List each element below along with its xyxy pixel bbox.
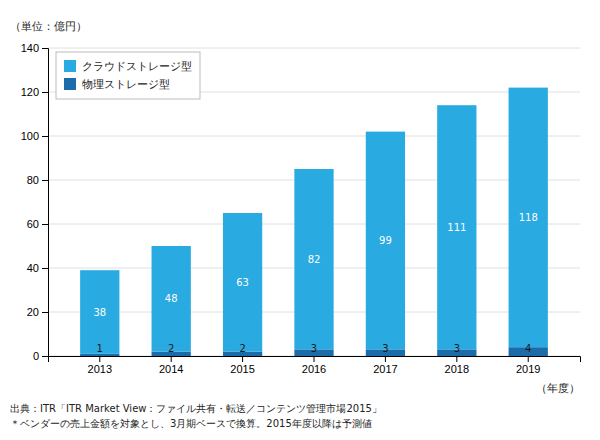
tick-mark [99,356,100,362]
tick: 80 [27,174,48,186]
grid-line [48,136,580,137]
bar [437,105,476,349]
tick-label: 2015 [230,363,254,375]
y-axis-label: （単位：億円） [10,20,87,33]
tick-label: 2016 [302,363,326,375]
tick-mark [242,356,243,362]
tick: 2019 [516,356,540,375]
grid [48,48,580,356]
tick-label: 0 [33,350,39,362]
tick-label: 2014 [159,363,183,375]
bar [223,213,262,352]
bar [509,88,548,348]
tick-mark [42,180,48,181]
data-label: 38 [93,307,106,318]
data-labels: 1 2 2 3 3 3 4 38 48 63 82 99 111 118 [93,212,537,354]
tick: 2016 [302,356,326,375]
tick: 60 [27,218,48,230]
data-label: 3 [311,343,317,354]
tick-mark [171,356,172,362]
data-label: 1 [97,343,103,354]
tick-label: 2017 [373,363,397,375]
x-axis: 2013 2014 2015 2016 2017 2018 2019 [49,356,581,375]
grid-line [48,48,580,49]
bar [366,132,405,350]
legend-item: 物理ストレージ型 [64,78,170,91]
tick-mark [42,224,48,225]
tick: 20 [27,306,48,318]
tick-mark [314,356,315,362]
legend-label: 物理ストレージ型 [82,78,170,91]
bars [80,88,548,356]
data-label: 48 [165,293,178,304]
tick-mark [385,356,386,362]
chart: 1 2 2 3 3 3 4 38 48 63 82 99 111 118 0 20 40 60 80 100 120 14… [0,0,600,440]
tick-label: 2019 [516,363,540,375]
data-label: 63 [236,277,249,288]
tick: 2015 [230,356,254,375]
tick: 2013 [88,356,112,375]
tick-mark [42,312,48,313]
legend-box [56,52,200,99]
tick: 40 [27,262,48,274]
tick-label: 60 [27,218,39,230]
x-axis-label: （年度） [536,382,580,395]
data-label: 118 [519,212,538,223]
y-axis: 0 20 40 60 80 100 120 140 [21,42,49,362]
tick-label: 40 [27,262,39,274]
data-label: 3 [454,343,460,354]
tick-mark [42,268,48,269]
tick: 2018 [445,356,469,375]
tick-label: 140 [21,42,39,54]
axis-line [42,49,49,357]
tick-mark [42,356,48,357]
data-label: 4 [525,343,531,354]
data-label: 82 [308,254,321,265]
bar [152,246,191,352]
tick: 2014 [159,356,183,375]
series [80,88,548,354]
tick-mark [528,356,529,362]
tick: 0 [33,350,48,362]
tick: 140 [21,42,48,54]
tick-mark [42,92,48,93]
tick: 120 [21,86,48,98]
legend-items: クラウドストレージ型物理ストレージ型 [64,60,192,91]
legend-swatch [64,78,76,90]
tick-label: 2013 [88,363,112,375]
tick-label: 120 [21,86,39,98]
tick-label: 100 [21,130,39,142]
bar [80,270,119,354]
bar [294,169,333,349]
tick-label: 2018 [445,363,469,375]
tick-mark [456,356,457,362]
footnote: ＊ベンダーの売上金額を対象とし、3月期ベースで換算。2015年度以降は予測値 [10,418,372,429]
plot: 1 2 2 3 3 3 4 38 48 63 82 99 111 118 0 20 40 60 80 100 120 14… [21,42,581,375]
tick-mark [42,136,48,137]
data-label: 3 [382,343,388,354]
axis-line [49,357,581,363]
tick-mark [42,48,48,49]
bar [80,354,119,356]
legend: クラウドストレージ型物理ストレージ型 [56,52,200,99]
data-label: 99 [379,235,392,246]
footnote: 出典：ITR「ITR Market View：ファイル共有・転送／コンテンツ管理… [10,403,382,414]
legend-label: クラウドストレージ型 [82,60,192,73]
legend-item: クラウドストレージ型 [64,60,192,73]
tick: 2017 [373,356,397,375]
tick: 100 [21,130,48,142]
data-label: 2 [239,343,245,354]
tick-label: 20 [27,306,39,318]
legend-swatch [64,60,76,72]
data-label: 2 [168,343,174,354]
data-label: 111 [447,222,466,233]
tick-label: 80 [27,174,39,186]
